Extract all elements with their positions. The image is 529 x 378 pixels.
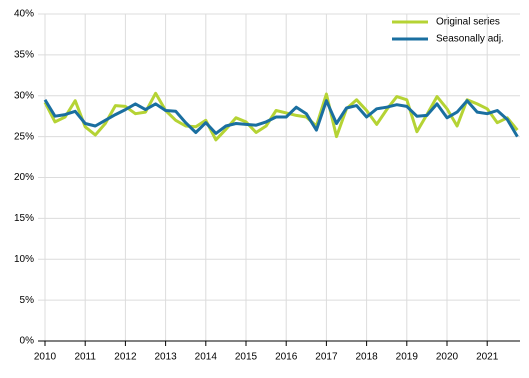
x-tick-label: 2010 [34,352,57,363]
y-tick-label: 15% [14,213,34,224]
y-tick-label: 35% [14,50,34,61]
x-tick-label: 2021 [476,352,499,363]
y-tick-label: 40% [14,9,34,20]
x-tick-label: 2017 [315,352,338,363]
series-line [43,91,519,142]
x-tick-label: 2014 [195,352,218,363]
y-tick-label: 30% [14,90,34,101]
x-tick-label: 2019 [396,352,419,363]
y-tick-label: 25% [14,131,34,142]
series-line [43,99,519,138]
legend-label: Seasonally adj. [436,34,504,45]
x-tick-label: 2018 [355,352,378,363]
x-tick-label: 2020 [436,352,459,363]
y-tick-label: 20% [14,172,34,183]
y-tick-label: 5% [20,295,35,306]
x-tick-label: 2011 [74,352,96,363]
y-tick-label: 10% [14,254,34,265]
x-tick-label: 2016 [275,352,298,363]
x-tick-label: 2015 [235,352,258,363]
x-tick-label: 2013 [154,352,177,363]
x-tick-label: 2012 [114,352,137,363]
legend-label: Original series [436,17,500,28]
y-tick-label: 0% [20,336,35,347]
